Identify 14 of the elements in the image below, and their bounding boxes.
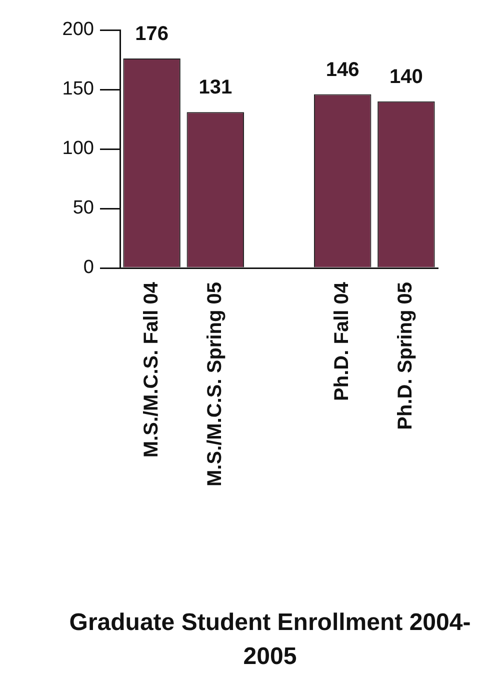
data-label: 140 bbox=[390, 66, 423, 88]
y-tick-label: 200 bbox=[62, 19, 94, 40]
data-label: 146 bbox=[326, 58, 360, 81]
x-tick-label: Ph.D. Spring 05 bbox=[394, 282, 417, 430]
data-label: 176 bbox=[135, 23, 168, 46]
y-tick-label: 0 bbox=[83, 257, 94, 278]
x-tick-label: M.S./M.C.S. Fall 04 bbox=[140, 281, 162, 458]
x-tick-label: Ph.D. Fall 04 bbox=[331, 281, 354, 401]
y-tick-label: 100 bbox=[62, 138, 94, 160]
data-label: 131 bbox=[198, 76, 232, 99]
x-tick-label: M.S./M.C.S. Spring 05 bbox=[204, 282, 226, 486]
y-tick-label: 50 bbox=[72, 198, 94, 219]
y-tick-label: 150 bbox=[62, 78, 94, 100]
text: Graduate Student Enrollment 2004-2005 bbox=[68, 608, 472, 672]
